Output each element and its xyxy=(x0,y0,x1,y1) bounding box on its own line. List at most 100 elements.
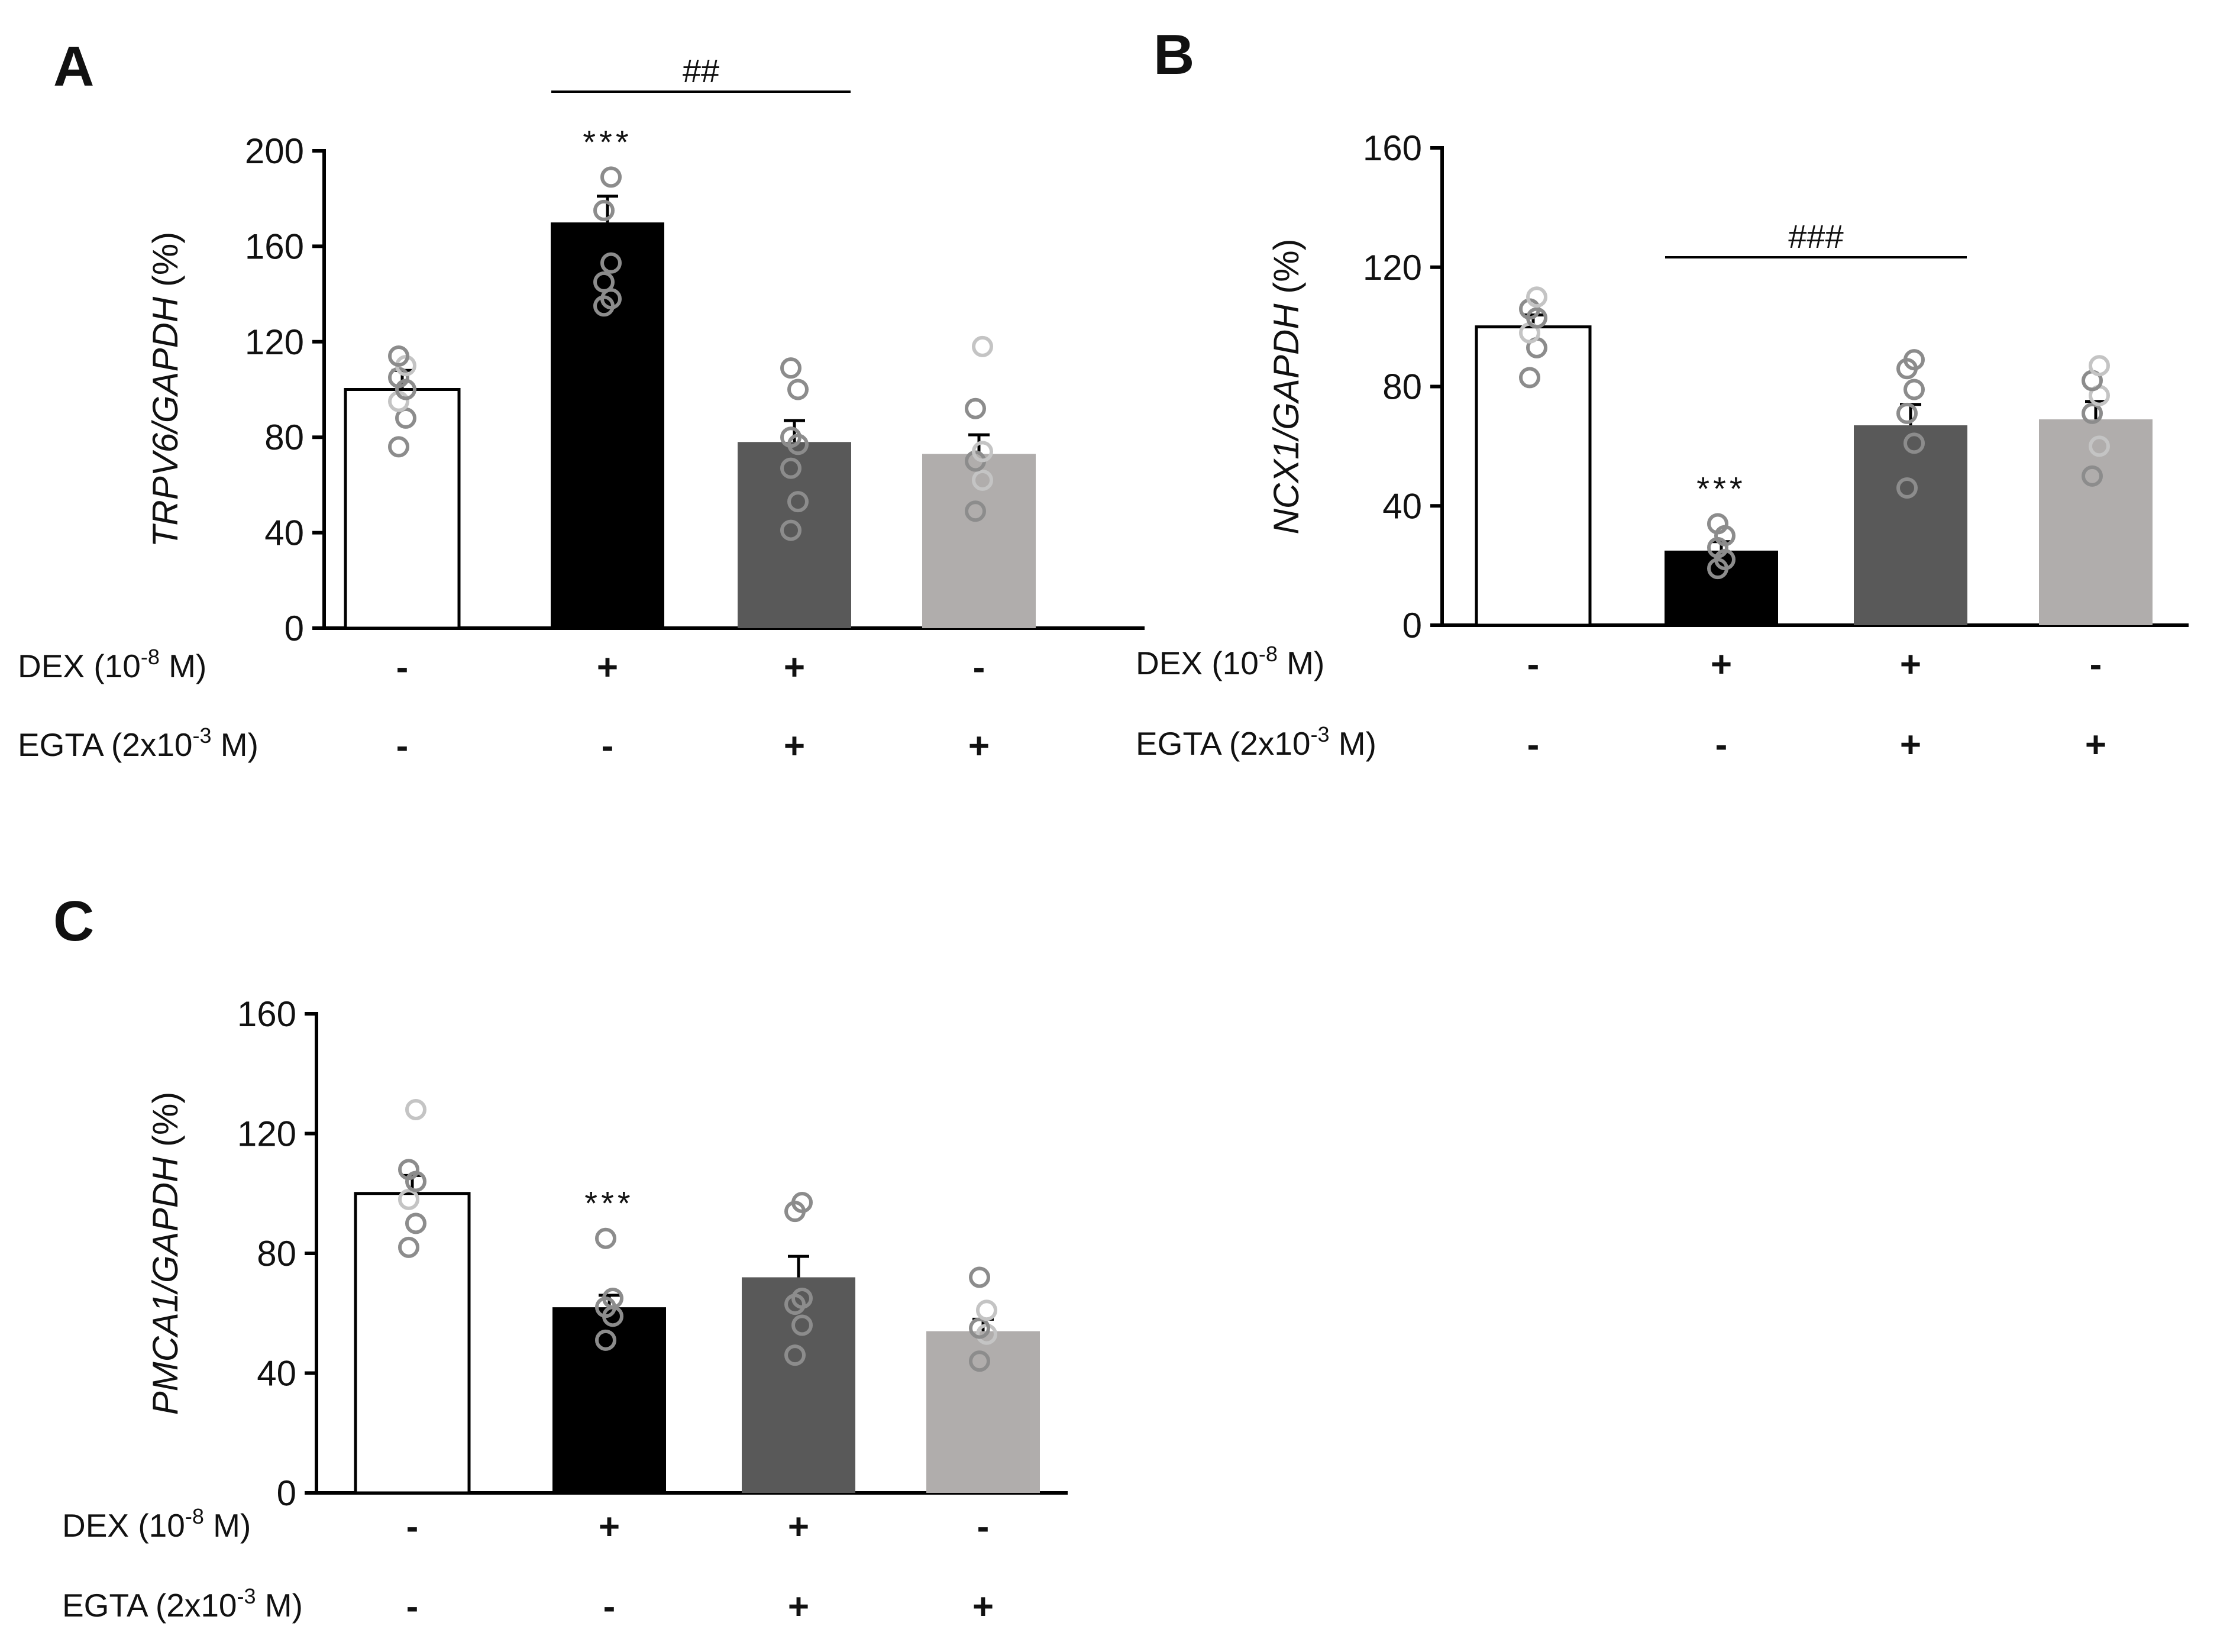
y-tick-label: 40 xyxy=(257,1354,296,1394)
data-point xyxy=(965,397,986,419)
dex-sign: - xyxy=(1527,644,1540,685)
y-tick-label: 80 xyxy=(264,418,304,457)
egta-sign: + xyxy=(2085,725,2106,765)
y-tick-label: 0 xyxy=(1402,606,1422,645)
significance-mark: *** xyxy=(584,1185,634,1222)
y-tick-label: 0 xyxy=(285,609,304,648)
egta-sign: - xyxy=(1715,725,1728,765)
dex-sign: - xyxy=(977,1506,990,1547)
bar-dex_egta xyxy=(742,1277,855,1493)
data-point xyxy=(2082,465,2103,487)
dex-sign: - xyxy=(973,647,985,688)
y-tick-label: 160 xyxy=(1363,128,1422,168)
data-point xyxy=(791,1191,813,1213)
dex-condition-label: DEX (10-8 M) xyxy=(18,645,206,684)
egta-sign: - xyxy=(406,1586,419,1627)
significance-mark: *** xyxy=(1696,470,1746,507)
dex-sign: - xyxy=(406,1506,419,1547)
panel-letter: B xyxy=(1153,23,1194,86)
data-point xyxy=(593,271,615,293)
data-point xyxy=(969,1350,990,1372)
dex-sign: - xyxy=(396,647,409,688)
egta-sign: + xyxy=(784,726,805,767)
y-tick-label: 80 xyxy=(257,1234,296,1273)
data-point xyxy=(1896,477,1918,499)
data-point xyxy=(405,1099,426,1120)
comparison-mark: ### xyxy=(1788,218,1843,255)
data-point xyxy=(405,1213,426,1234)
data-point xyxy=(398,1188,419,1210)
egta-sign: + xyxy=(972,1586,994,1627)
panel-letter: A xyxy=(53,35,94,98)
y-tick-label: 40 xyxy=(1382,486,1422,526)
data-point xyxy=(787,379,809,400)
y-tick-label: 200 xyxy=(245,131,304,171)
data-point xyxy=(602,1287,623,1309)
y-axis-label: PMCA1/GAPDH (%) xyxy=(146,1092,185,1415)
data-point xyxy=(965,500,986,522)
y-tick-label: 120 xyxy=(237,1114,296,1154)
bar-egta xyxy=(922,454,1036,628)
egta-condition-label: EGTA (2x10-3 M) xyxy=(62,1584,303,1624)
bar-egta xyxy=(926,1331,1040,1493)
data-point xyxy=(1526,286,1547,308)
y-tick-label: 120 xyxy=(245,322,304,362)
dex-sign: + xyxy=(1711,644,1732,685)
data-point xyxy=(780,519,802,541)
y-tick-label: 160 xyxy=(245,227,304,266)
bar-dex_egta xyxy=(1854,425,1967,625)
bar-dex xyxy=(1665,550,1778,625)
data-point xyxy=(1896,402,1918,424)
data-point xyxy=(2089,355,2110,377)
egta-condition-label: EGTA (2x10-3 M) xyxy=(1136,722,1376,762)
data-point xyxy=(969,1266,990,1288)
egta-sign: - xyxy=(603,1586,616,1627)
data-point xyxy=(1903,432,1925,454)
data-point xyxy=(398,1236,419,1258)
data-point xyxy=(972,335,993,357)
data-point xyxy=(600,252,622,274)
data-point xyxy=(972,469,993,491)
data-point xyxy=(780,426,802,448)
panel-a: A 0 40 80 120 160 200 TRPV6/GAPDH (%) *** ## DEX (… xyxy=(18,35,1145,767)
y-tick-label: 160 xyxy=(237,994,296,1034)
data-point xyxy=(1707,513,1728,535)
significance-mark: *** xyxy=(583,123,632,160)
data-point xyxy=(595,1329,616,1351)
data-point xyxy=(972,441,993,463)
panel-b: B 0 40 80 120 160 NCX1/GAPDH (%) *** ### DEX (10-… xyxy=(1136,23,2189,765)
egta-sign: - xyxy=(602,726,614,767)
y-tick-label: 120 xyxy=(1363,248,1422,287)
data-point xyxy=(791,1287,813,1309)
data-point xyxy=(787,491,809,513)
data-point xyxy=(388,345,409,367)
dex-sign: + xyxy=(788,1506,809,1547)
y-tick-label: 40 xyxy=(264,513,304,553)
data-point xyxy=(600,166,622,188)
data-point xyxy=(2082,402,2103,424)
bar-ctrl xyxy=(344,388,461,630)
dex-sign: + xyxy=(784,647,805,688)
data-point xyxy=(595,1227,616,1249)
dex-condition-label: DEX (10-8 M) xyxy=(1136,642,1324,681)
data-point xyxy=(1519,367,1540,389)
egta-sign: - xyxy=(1527,725,1540,765)
data-point xyxy=(2089,435,2110,457)
y-tick-label: 80 xyxy=(1382,367,1422,407)
data-point xyxy=(791,1314,813,1336)
egta-sign: - xyxy=(396,726,409,767)
dex-condition-label: DEX (10-8 M) xyxy=(62,1504,251,1544)
data-point xyxy=(784,1344,806,1366)
y-axis-label: TRPV6/GAPDH (%) xyxy=(146,232,185,547)
data-point xyxy=(976,1299,997,1321)
panel-letter: C xyxy=(53,890,94,953)
data-point xyxy=(1903,379,1925,400)
egta-condition-label: EGTA (2x10-3 M) xyxy=(18,723,258,763)
data-point xyxy=(398,1159,419,1181)
bar-egta xyxy=(2039,419,2153,625)
egta-sign: + xyxy=(1900,725,1921,765)
dex-sign: + xyxy=(597,647,618,688)
y-tick-label: 0 xyxy=(277,1473,296,1513)
dex-sign: - xyxy=(2090,644,2102,685)
